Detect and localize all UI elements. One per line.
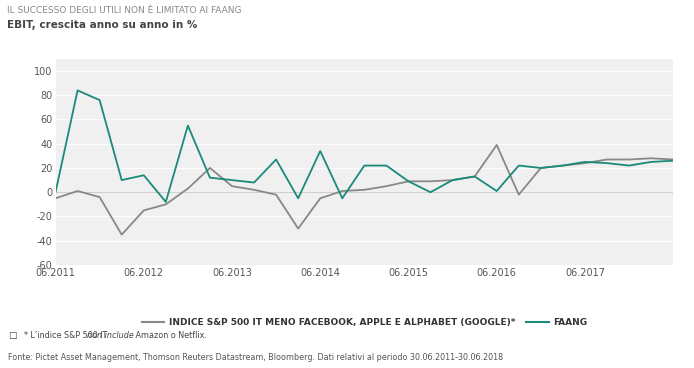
Text: □: □	[8, 331, 17, 340]
Text: EBIT, crescita anno su anno in %: EBIT, crescita anno su anno in %	[7, 20, 197, 30]
Text: Fonte: Pictet Asset Management, Thomson Reuters Datastream, Bloomberg. Dati rela: Fonte: Pictet Asset Management, Thomson …	[8, 353, 503, 362]
Text: Amazon o Netflix.: Amazon o Netflix.	[133, 331, 206, 340]
Text: non include: non include	[87, 331, 134, 340]
Legend: INDICE S&P 500 IT MENO FACEBOOK, APPLE E ALPHABET (GOOGLE)*, FAANG: INDICE S&P 500 IT MENO FACEBOOK, APPLE E…	[138, 315, 591, 331]
Text: IL SUCCESSO DEGLI UTILI NON È LIMITATO AI FAANG: IL SUCCESSO DEGLI UTILI NON È LIMITATO A…	[7, 6, 242, 14]
Text: * L’indice S&P 500 IT: * L’indice S&P 500 IT	[24, 331, 110, 340]
